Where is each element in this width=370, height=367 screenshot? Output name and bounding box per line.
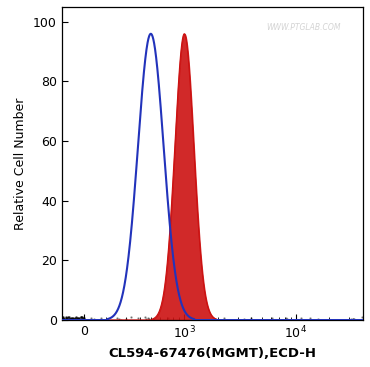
Point — [78, 314, 84, 320]
Point — [269, 315, 275, 321]
Point — [98, 315, 104, 321]
Point — [80, 317, 86, 323]
Point — [68, 315, 74, 321]
Point — [76, 315, 82, 321]
Point — [88, 315, 94, 321]
Point — [59, 316, 65, 321]
Point — [63, 314, 68, 320]
Point — [118, 317, 124, 323]
Point — [67, 316, 73, 322]
Point — [70, 316, 75, 322]
Point — [74, 316, 80, 322]
Point — [284, 316, 290, 322]
Point — [315, 316, 321, 321]
Text: WWW.PTGLAB.COM: WWW.PTGLAB.COM — [267, 23, 341, 32]
X-axis label: CL594-67476(MGMT),ECD-H: CL594-67476(MGMT),ECD-H — [108, 347, 316, 360]
Point — [165, 315, 171, 321]
Point — [74, 315, 80, 321]
Point — [79, 314, 85, 320]
Point — [343, 317, 349, 323]
Point — [142, 315, 148, 320]
Point — [348, 316, 354, 322]
Point — [71, 317, 77, 323]
Point — [70, 315, 76, 321]
Point — [75, 315, 81, 321]
Point — [60, 315, 66, 321]
Point — [299, 316, 305, 321]
Point — [64, 317, 70, 323]
Point — [350, 316, 356, 322]
Point — [62, 317, 68, 323]
Point — [83, 317, 89, 323]
Point — [128, 315, 134, 320]
Point — [65, 314, 71, 320]
Point — [80, 315, 86, 320]
Point — [63, 315, 69, 321]
Y-axis label: Relative Cell Number: Relative Cell Number — [14, 97, 27, 230]
Point — [68, 316, 74, 322]
Point — [61, 317, 67, 323]
Point — [331, 317, 337, 323]
Point — [69, 316, 75, 321]
Point — [145, 315, 151, 321]
Point — [221, 315, 227, 321]
Point — [67, 316, 73, 322]
Point — [143, 316, 149, 322]
Point — [73, 316, 78, 321]
Point — [72, 316, 78, 321]
Point — [116, 316, 122, 322]
Point — [65, 314, 71, 320]
Point — [91, 316, 97, 322]
Point — [135, 315, 141, 321]
Point — [351, 316, 357, 322]
Point — [95, 317, 101, 323]
Point — [123, 316, 129, 321]
Point — [356, 317, 362, 323]
Point — [248, 315, 254, 321]
Point — [77, 316, 83, 322]
Point — [307, 315, 313, 321]
Point — [71, 316, 77, 322]
Point — [64, 315, 70, 320]
Point — [66, 316, 72, 322]
Point — [60, 315, 66, 320]
Point — [283, 315, 289, 321]
Point — [59, 314, 65, 320]
Point — [75, 317, 81, 323]
Point — [61, 317, 67, 323]
Point — [350, 316, 356, 322]
Point — [360, 315, 366, 320]
Point — [77, 317, 83, 323]
Point — [311, 317, 317, 323]
Point — [73, 314, 79, 320]
Point — [81, 316, 87, 321]
Point — [241, 316, 247, 321]
Point — [146, 316, 152, 322]
Point — [79, 316, 85, 322]
Point — [78, 314, 84, 320]
Point — [114, 315, 120, 321]
Point — [300, 317, 306, 323]
